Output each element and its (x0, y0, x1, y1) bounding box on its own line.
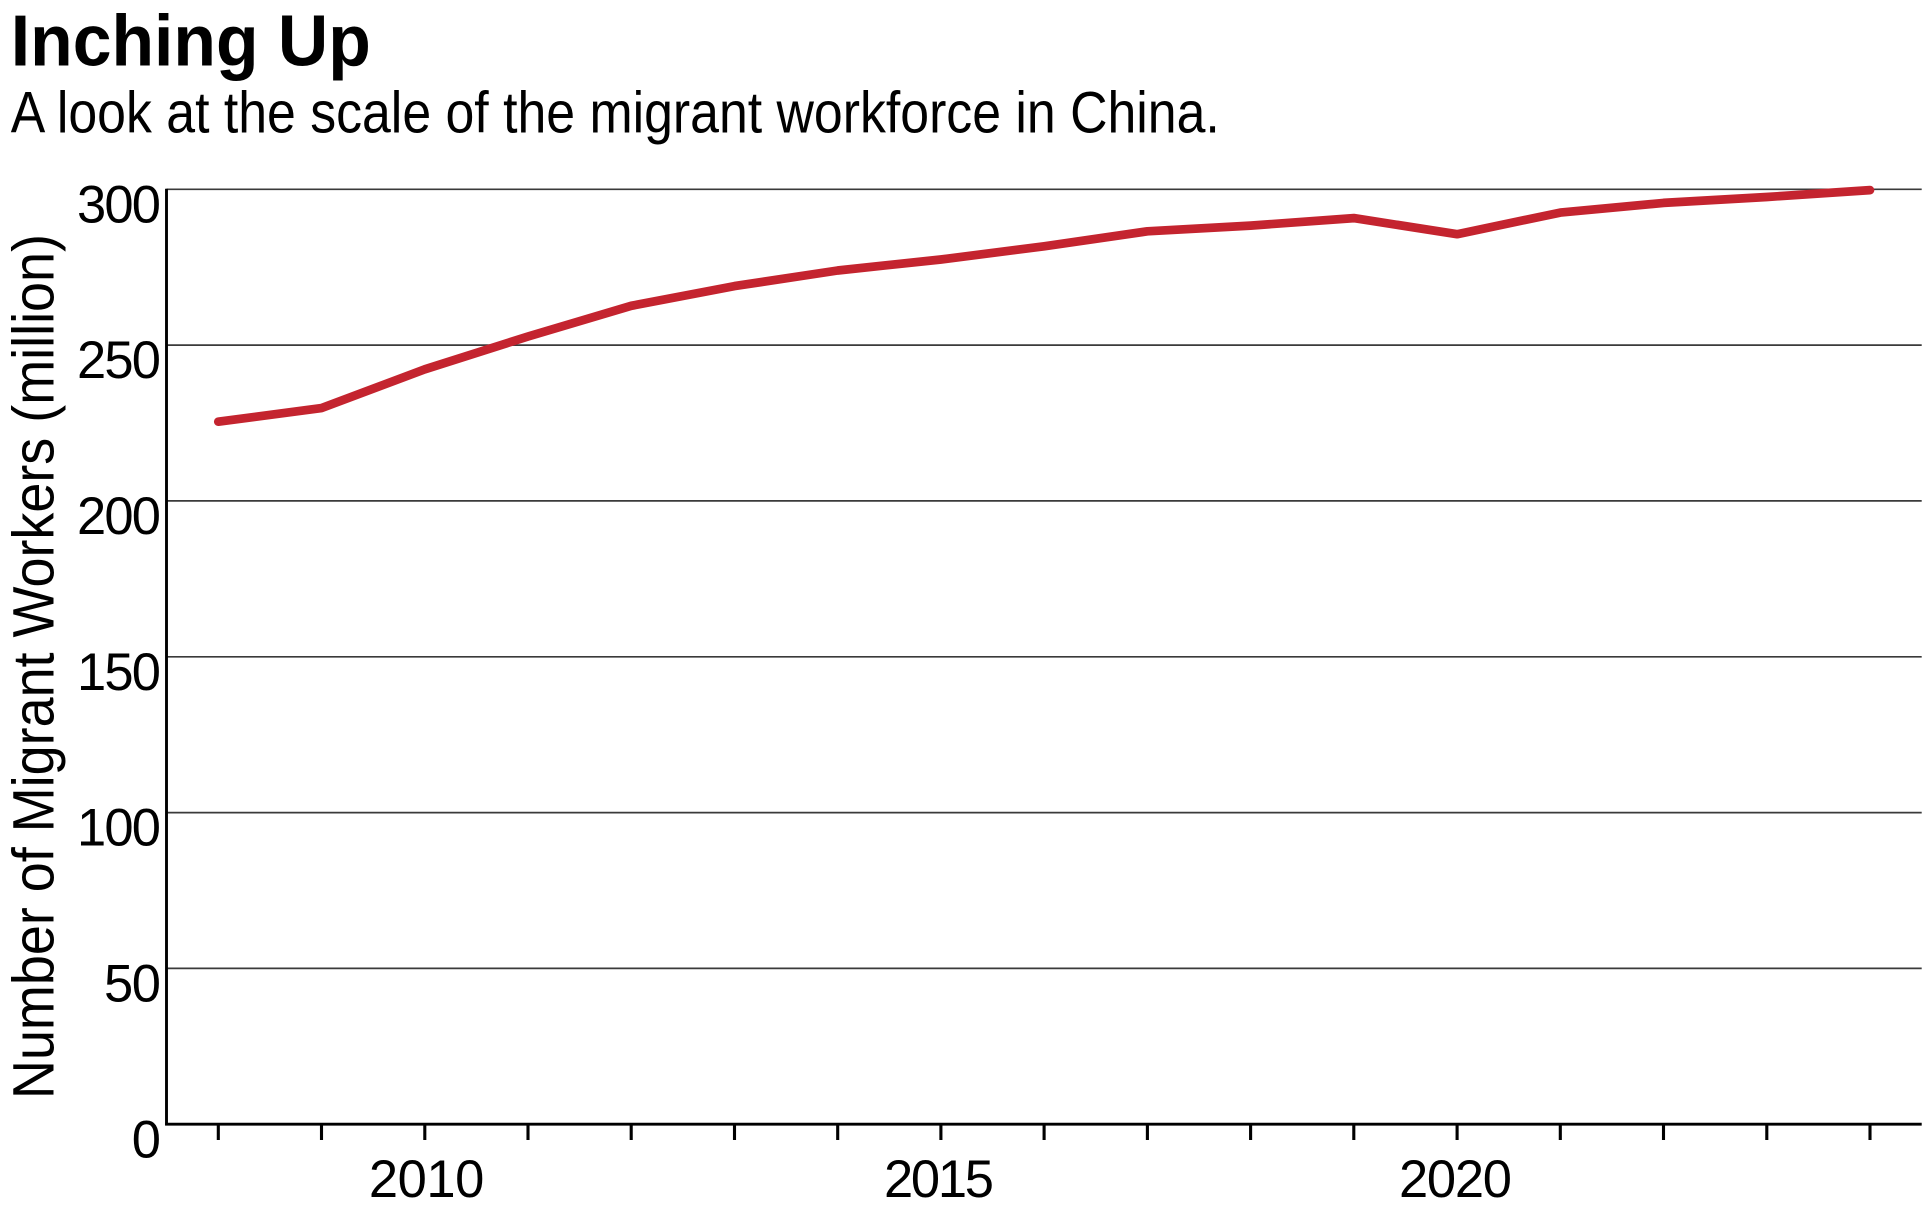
svg-text:250: 250 (77, 331, 161, 390)
svg-text:300: 300 (77, 175, 161, 234)
svg-text:0: 0 (132, 1110, 161, 1169)
svg-text:Inching Up: Inching Up (11, 1, 371, 81)
svg-text:150: 150 (77, 643, 161, 702)
svg-text:2015: 2015 (884, 1150, 994, 1209)
svg-text:2020: 2020 (1399, 1150, 1512, 1209)
svg-text:2010: 2010 (369, 1150, 484, 1209)
svg-text:50: 50 (104, 955, 161, 1014)
svg-text:Number of Migrant Workers (mil: Number of Migrant Workers (million) (2, 234, 67, 1099)
svg-text:100: 100 (77, 799, 161, 858)
svg-text:200: 200 (77, 487, 161, 546)
svg-text:A look at the scale of the mig: A look at the scale of the migrant workf… (11, 80, 1220, 145)
